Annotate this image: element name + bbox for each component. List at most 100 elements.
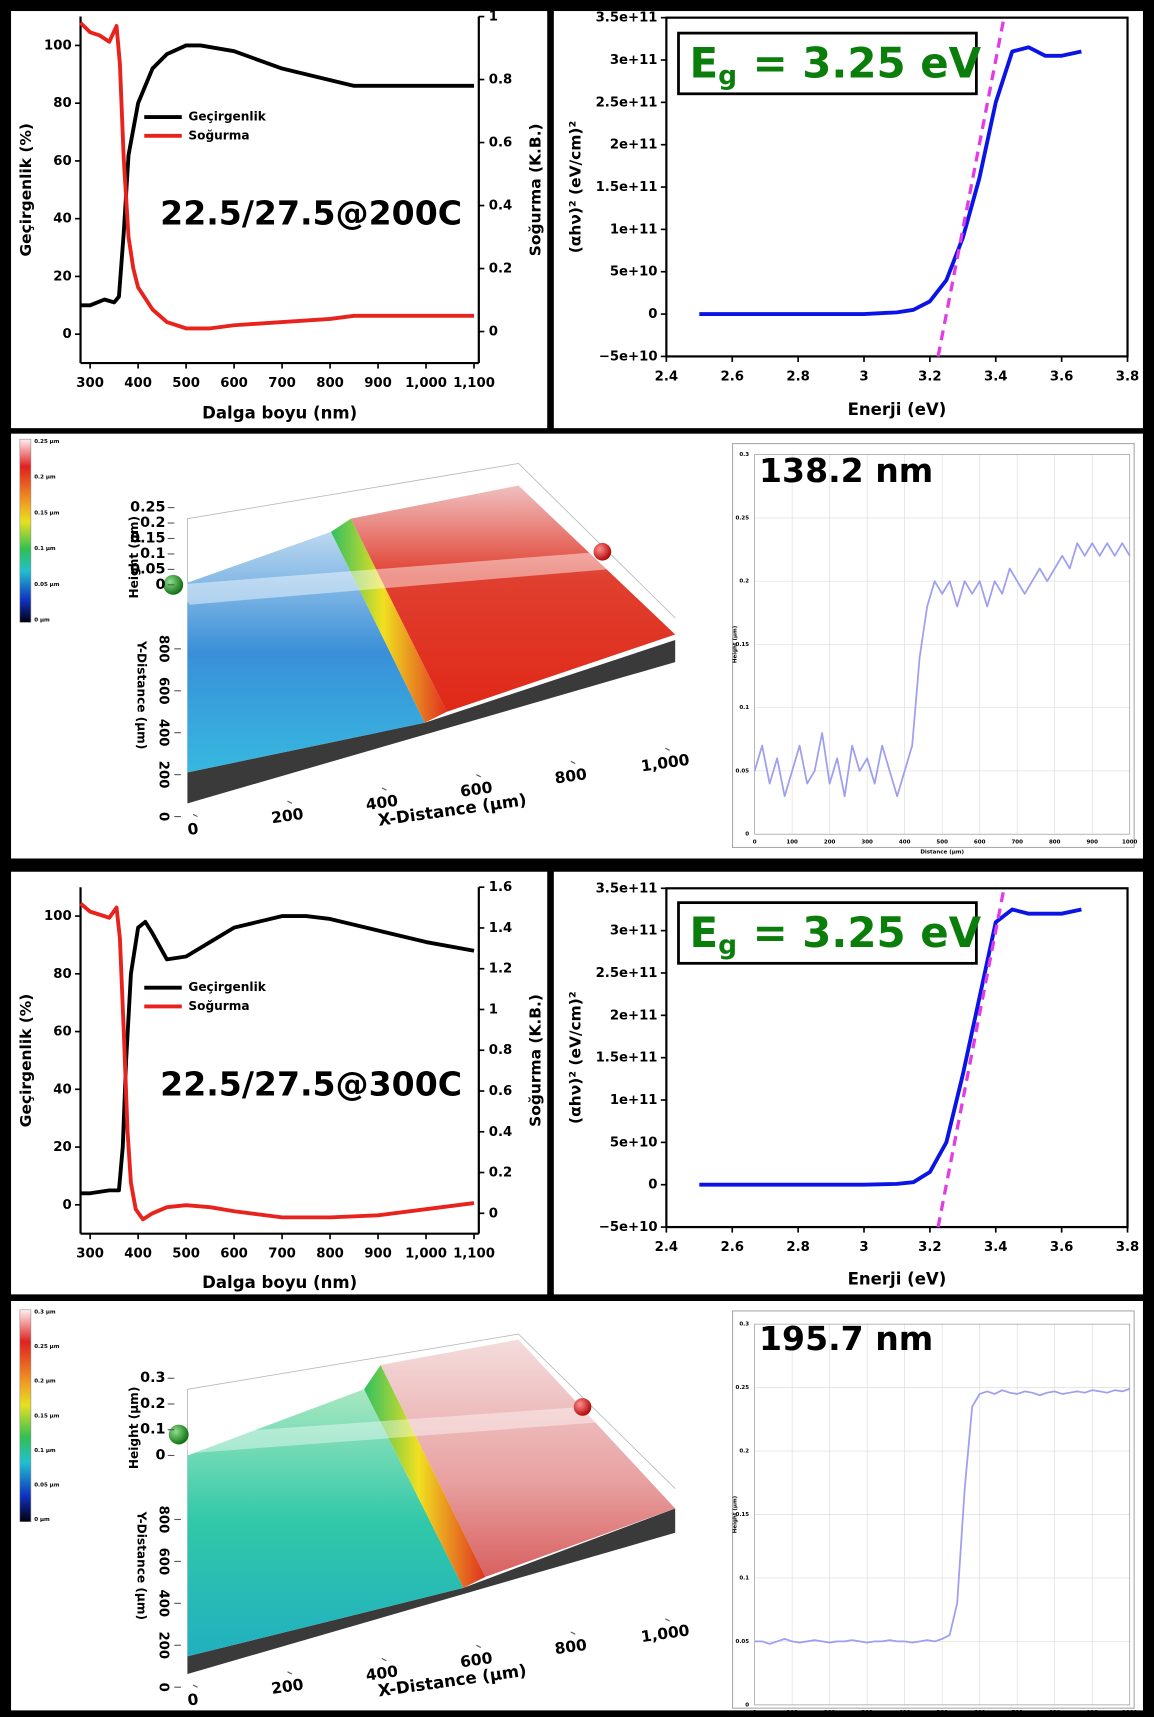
y-tick-label: 1e+11 — [610, 222, 658, 237]
y-tick-label: 0 — [648, 307, 657, 322]
y2-tick-label: 1.4 — [489, 921, 512, 936]
y-axis-label: Height (µm) — [732, 625, 738, 663]
x-tick-label: 400 — [365, 792, 399, 814]
y-tick-label: 80 — [53, 96, 71, 111]
z-axis-label: Height (µm) — [127, 516, 141, 599]
x-tick-label: 800 — [1049, 839, 1061, 845]
x-tick-label: 3.2 — [918, 369, 941, 384]
panel — [11, 11, 548, 429]
y-tick-label: 40 — [53, 212, 71, 227]
x-tick-label: 300 — [76, 1247, 104, 1262]
surface — [187, 640, 676, 804]
surface — [364, 1364, 486, 1588]
tick-mark — [476, 1644, 482, 1648]
surface — [330, 518, 447, 723]
x-tick-label: 600 — [459, 778, 493, 800]
x-tick-label: 600 — [459, 1649, 493, 1671]
z-tick-label: 0.2 — [140, 1396, 165, 1412]
y-tick-label: 3e+11 — [610, 53, 658, 68]
x-tick-label: 3.8 — [1116, 1240, 1139, 1255]
y2-tick-label: 0.6 — [489, 136, 512, 151]
colorbar-label: 0.15 µm — [34, 510, 60, 516]
y-tick-label: 1.5e+11 — [596, 1051, 658, 1066]
y2-tick-label: 0.8 — [489, 1043, 512, 1058]
annotation-rest: = 3.25 eV — [753, 908, 982, 957]
y2-tick-label: 0.4 — [489, 199, 512, 214]
y-tick-label: 2.5e+11 — [596, 95, 658, 110]
y2-tick-label: 1 — [489, 10, 498, 25]
y-axis-label: Y-Distance (µm) — [135, 1511, 149, 1620]
y-tick-label: 800 — [155, 1506, 170, 1534]
y-axis-label: Height (µm) — [732, 1495, 738, 1533]
y-tick-label: 0 — [745, 1702, 749, 1708]
z-tick-label: 0.1 — [140, 546, 165, 562]
z-tick-label: 0.15 — [130, 530, 165, 546]
x-tick-label: 2.6 — [721, 1240, 744, 1255]
y-tick-label: 0 — [745, 832, 749, 838]
legend-label: Geçirgenlik — [188, 980, 266, 994]
x-tick-label: 800 — [554, 765, 588, 787]
y-tick-label: 2.5e+11 — [596, 966, 658, 981]
x-tick-label: 400 — [365, 1662, 399, 1684]
x-tick-label: 3.4 — [984, 369, 1007, 384]
x-tick-label: 1,000 — [405, 1247, 447, 1262]
y-tick-label: 0.2 — [739, 1449, 749, 1455]
y-tick-label: 0.25 — [736, 1385, 750, 1391]
surface — [176, 1406, 598, 1454]
y-tick-label: 400 — [155, 719, 170, 747]
colorbar-label: 0.05 µm — [34, 1482, 60, 1488]
x-tick-label: 2.8 — [786, 1240, 809, 1255]
y2-tick-label: 0.2 — [489, 1166, 512, 1181]
y-tick-label: 1e+11 — [610, 1093, 658, 1108]
data-line — [699, 907, 1082, 1187]
surface — [187, 1508, 676, 1674]
y2-tick-label: 0 — [489, 325, 498, 340]
x-axis-label: Dalga boyu (nm) — [202, 1273, 357, 1292]
y-tick-label: −5e+10 — [599, 349, 658, 364]
y-tick-label: 0.1 — [739, 1575, 749, 1581]
colorbar-label: 0 µm — [34, 618, 50, 624]
x-tick-label: 3.6 — [1050, 1240, 1073, 1255]
x-tick-label: 800 — [316, 376, 344, 391]
y-tick-label: 400 — [155, 1590, 170, 1618]
y-axis-label: Geçirgenlik (%) — [17, 994, 35, 1128]
y-tick-label: 0 — [62, 1198, 71, 1213]
data-line — [753, 542, 1131, 798]
y2-tick-label: 0.6 — [489, 1084, 512, 1099]
y2-tick-label: 1.6 — [489, 880, 512, 895]
x-axis-label: Enerji (eV) — [848, 1270, 947, 1289]
y-tick-label: 0 — [155, 812, 170, 821]
end-marker — [593, 542, 612, 561]
panel — [11, 871, 548, 1295]
x-tick-label: 200 — [270, 805, 304, 827]
y2-axis-label: Soğurma (K.B.) — [527, 123, 545, 256]
legend-label: Soğurma — [188, 999, 249, 1013]
x-tick-label: 500 — [172, 1247, 200, 1262]
y-tick-label: 200 — [155, 1631, 170, 1659]
x-tick-label: 500 — [172, 376, 200, 391]
tick-mark — [192, 1684, 198, 1688]
x-tick-label: 300 — [861, 1710, 873, 1716]
y-tick-label: 0.1 — [739, 705, 749, 711]
surface — [187, 531, 425, 773]
colorbar-label: 0.2 µm — [34, 475, 56, 481]
x-tick-label: 500 — [936, 1710, 948, 1716]
annotation-rest: = 3.25 eV — [753, 38, 982, 87]
legend-label: Soğurma — [188, 128, 249, 142]
colorbar-label: 0 µm — [34, 1517, 50, 1523]
y-tick-label: 60 — [53, 1025, 71, 1040]
y-tick-label: 0 — [155, 1683, 170, 1692]
x-tick-label: 1,100 — [453, 376, 495, 391]
annotation: Eg = 3.25 eV — [690, 38, 982, 91]
colorbar-label: 0.1 µm — [34, 1448, 56, 1454]
x-tick-label: 0 — [186, 1690, 199, 1709]
data-line — [754, 1388, 1131, 1645]
y2-tick-label: 0.2 — [489, 262, 512, 277]
y-axis-label: Geçirgenlik (%) — [17, 123, 35, 257]
y-tick-label: 0.3 — [739, 452, 749, 458]
x-tick-label: 100 — [786, 839, 798, 845]
y-tick-label: 5e+10 — [610, 1135, 658, 1150]
x-tick-label: 600 — [974, 839, 986, 845]
x-tick-label: 100 — [786, 1710, 798, 1716]
